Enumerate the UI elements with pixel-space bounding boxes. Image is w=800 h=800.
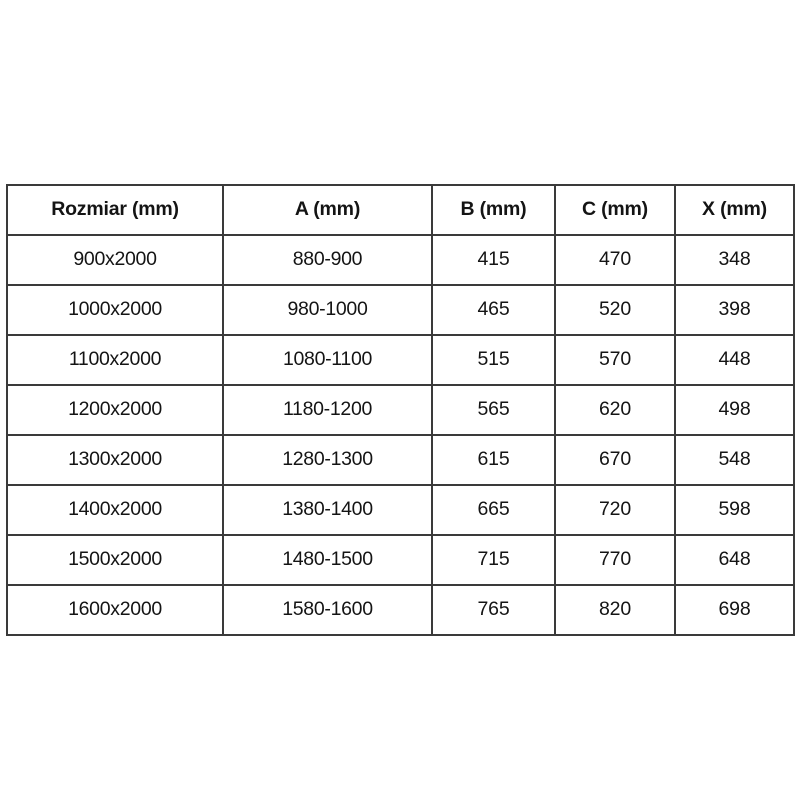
cell-x: 698 [674,584,795,636]
cell-x: 398 [674,284,795,336]
column-header-a: A (mm) [222,184,433,236]
cell-c: 470 [554,234,676,286]
cell-c: 570 [554,334,676,386]
cell-size: 1100x2000 [6,334,224,386]
cell-a: 1280-1300 [222,434,433,486]
cell-size: 1000x2000 [6,284,224,336]
table-row: 1500x2000 1480-1500 715 770 648 [6,534,795,586]
cell-a: 1080-1100 [222,334,433,386]
cell-b: 415 [431,234,556,286]
cell-x: 598 [674,484,795,536]
table-row: 1100x2000 1080-1100 515 570 448 [6,334,795,386]
cell-b: 765 [431,584,556,636]
cell-b: 615 [431,434,556,486]
cell-b: 665 [431,484,556,536]
cell-x: 348 [674,234,795,286]
size-table-container: Rozmiar (mm) A (mm) B (mm) C (mm) X (mm)… [6,184,795,636]
table-row: 1300x2000 1280-1300 615 670 548 [6,434,795,486]
cell-a: 980-1000 [222,284,433,336]
table-header-row: Rozmiar (mm) A (mm) B (mm) C (mm) X (mm) [6,184,795,236]
cell-a: 1480-1500 [222,534,433,586]
cell-c: 670 [554,434,676,486]
size-table: Rozmiar (mm) A (mm) B (mm) C (mm) X (mm)… [6,184,795,636]
cell-x: 648 [674,534,795,586]
cell-x: 548 [674,434,795,486]
table-row: 1400x2000 1380-1400 665 720 598 [6,484,795,536]
table-row: 1200x2000 1180-1200 565 620 498 [6,384,795,436]
cell-b: 715 [431,534,556,586]
cell-c: 770 [554,534,676,586]
cell-b: 515 [431,334,556,386]
column-header-c: C (mm) [554,184,676,236]
table-row: 1600x2000 1580-1600 765 820 698 [6,584,795,636]
cell-size: 1600x2000 [6,584,224,636]
cell-size: 1400x2000 [6,484,224,536]
cell-c: 520 [554,284,676,336]
cell-c: 720 [554,484,676,536]
cell-x: 498 [674,384,795,436]
cell-a: 1380-1400 [222,484,433,536]
table-row: 1000x2000 980-1000 465 520 398 [6,284,795,336]
column-header-b: B (mm) [431,184,556,236]
cell-b: 465 [431,284,556,336]
cell-a: 880-900 [222,234,433,286]
column-header-size: Rozmiar (mm) [6,184,224,236]
cell-size: 1500x2000 [6,534,224,586]
cell-size: 1300x2000 [6,434,224,486]
cell-a: 1580-1600 [222,584,433,636]
table-header: Rozmiar (mm) A (mm) B (mm) C (mm) X (mm) [6,184,795,236]
table-row: 900x2000 880-900 415 470 348 [6,234,795,286]
cell-a: 1180-1200 [222,384,433,436]
cell-c: 620 [554,384,676,436]
column-header-x: X (mm) [674,184,795,236]
cell-b: 565 [431,384,556,436]
cell-size: 1200x2000 [6,384,224,436]
cell-x: 448 [674,334,795,386]
cell-c: 820 [554,584,676,636]
cell-size: 900x2000 [6,234,224,286]
table-body: 900x2000 880-900 415 470 348 1000x2000 980-100… [6,234,795,636]
